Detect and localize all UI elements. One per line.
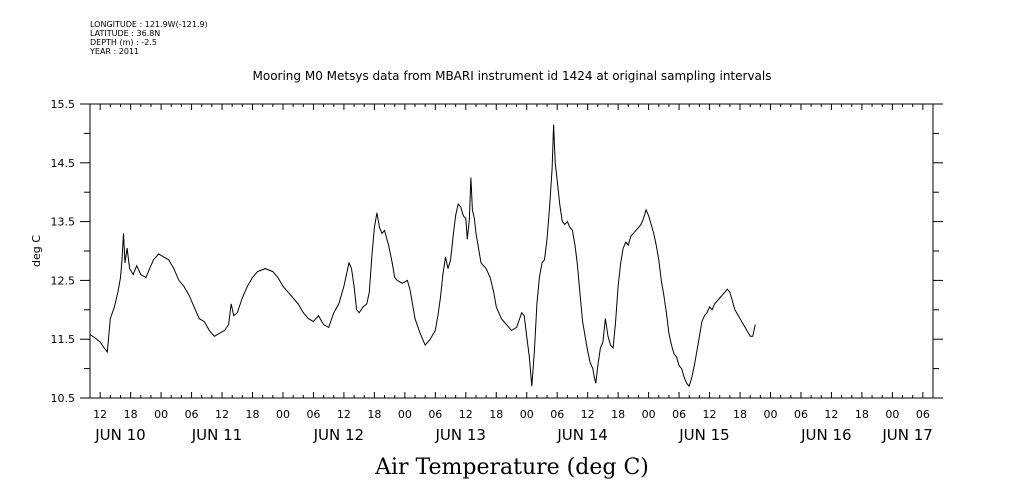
x-hour-label: 06 (550, 408, 564, 421)
x-day-label: JUN 15 (678, 426, 729, 444)
series-line (89, 124, 756, 388)
latitude-label: LATITUDE : 36.8N (90, 29, 161, 38)
x-axis: 12 18 00 06 12 18 00 06 12 18 00 06 12 18 00 06 12 18 00 06… (89, 104, 934, 444)
station-metadata: LONGITUDE : 121.9W(-121.9) LATITUDE : 36… (90, 20, 208, 56)
x-hour-label: 00 (276, 408, 290, 421)
x-day-label: JUN 10 (94, 426, 145, 444)
y-tick-label: 15.5 (51, 98, 76, 111)
x-hour-label: 12 (93, 408, 107, 421)
x-day-label: JUN 12 (313, 426, 364, 444)
x-hour-label: 12 (824, 408, 838, 421)
x-day-label: JUN 16 (800, 426, 851, 444)
x-hour-label: 18 (124, 408, 138, 421)
y-tick-label: 13.5 (51, 216, 76, 229)
plot-frame (89, 103, 934, 399)
x-hour-label: 18 (489, 408, 503, 421)
x-hour-label: 18 (611, 408, 625, 421)
x-hour-label: 00 (398, 408, 412, 421)
x-hour-label: 06 (916, 408, 930, 421)
x-hour-label: 18 (733, 408, 747, 421)
y-axis: 10.5 11.5 12.5 13.5 14.5 15.5 (51, 98, 943, 405)
x-hour-label: 06 (428, 408, 442, 421)
x-hour-label: 00 (520, 408, 534, 421)
x-hour-label: 00 (642, 408, 656, 421)
x-hour-label: 18 (246, 408, 260, 421)
year-label: YEAR : 2011 (90, 47, 140, 56)
x-hour-label: 12 (581, 408, 595, 421)
depth-label: DEPTH (m) : -2.5 (90, 38, 157, 47)
x-day-label: JUN 13 (434, 426, 485, 444)
x-hour-label: 06 (672, 408, 686, 421)
x-hour-label: 18 (367, 408, 381, 421)
x-hour-label: 12 (459, 408, 473, 421)
x-day-label: JUN 17 (881, 426, 932, 444)
x-hour-label: 00 (885, 408, 899, 421)
y-tick-label: 12.5 (51, 274, 76, 287)
x-hour-label: 06 (185, 408, 199, 421)
x-day-label: JUN 14 (556, 426, 607, 444)
x-hour-label: 06 (306, 408, 320, 421)
x-hour-label: 12 (337, 408, 351, 421)
x-hour-label: 00 (154, 408, 168, 421)
x-hour-label: 18 (855, 408, 869, 421)
y-tick-label: 14.5 (51, 157, 76, 170)
y-tick-label: 11.5 (51, 333, 76, 346)
x-hour-label: 06 (794, 408, 808, 421)
y-tick-label: 10.5 (51, 392, 76, 405)
x-hour-label: 12 (703, 408, 717, 421)
x-axis-title: Air Temperature (deg C) (374, 455, 649, 480)
x-hour-label: 00 (763, 408, 777, 421)
longitude-label: LONGITUDE : 121.9W(-121.9) (90, 20, 208, 29)
chart-title: Mooring M0 Metsys data from MBARI instru… (253, 69, 772, 83)
y-axis-title: deg C (30, 235, 43, 267)
x-hour-label: 12 (215, 408, 229, 421)
x-day-label: JUN 11 (191, 426, 242, 444)
